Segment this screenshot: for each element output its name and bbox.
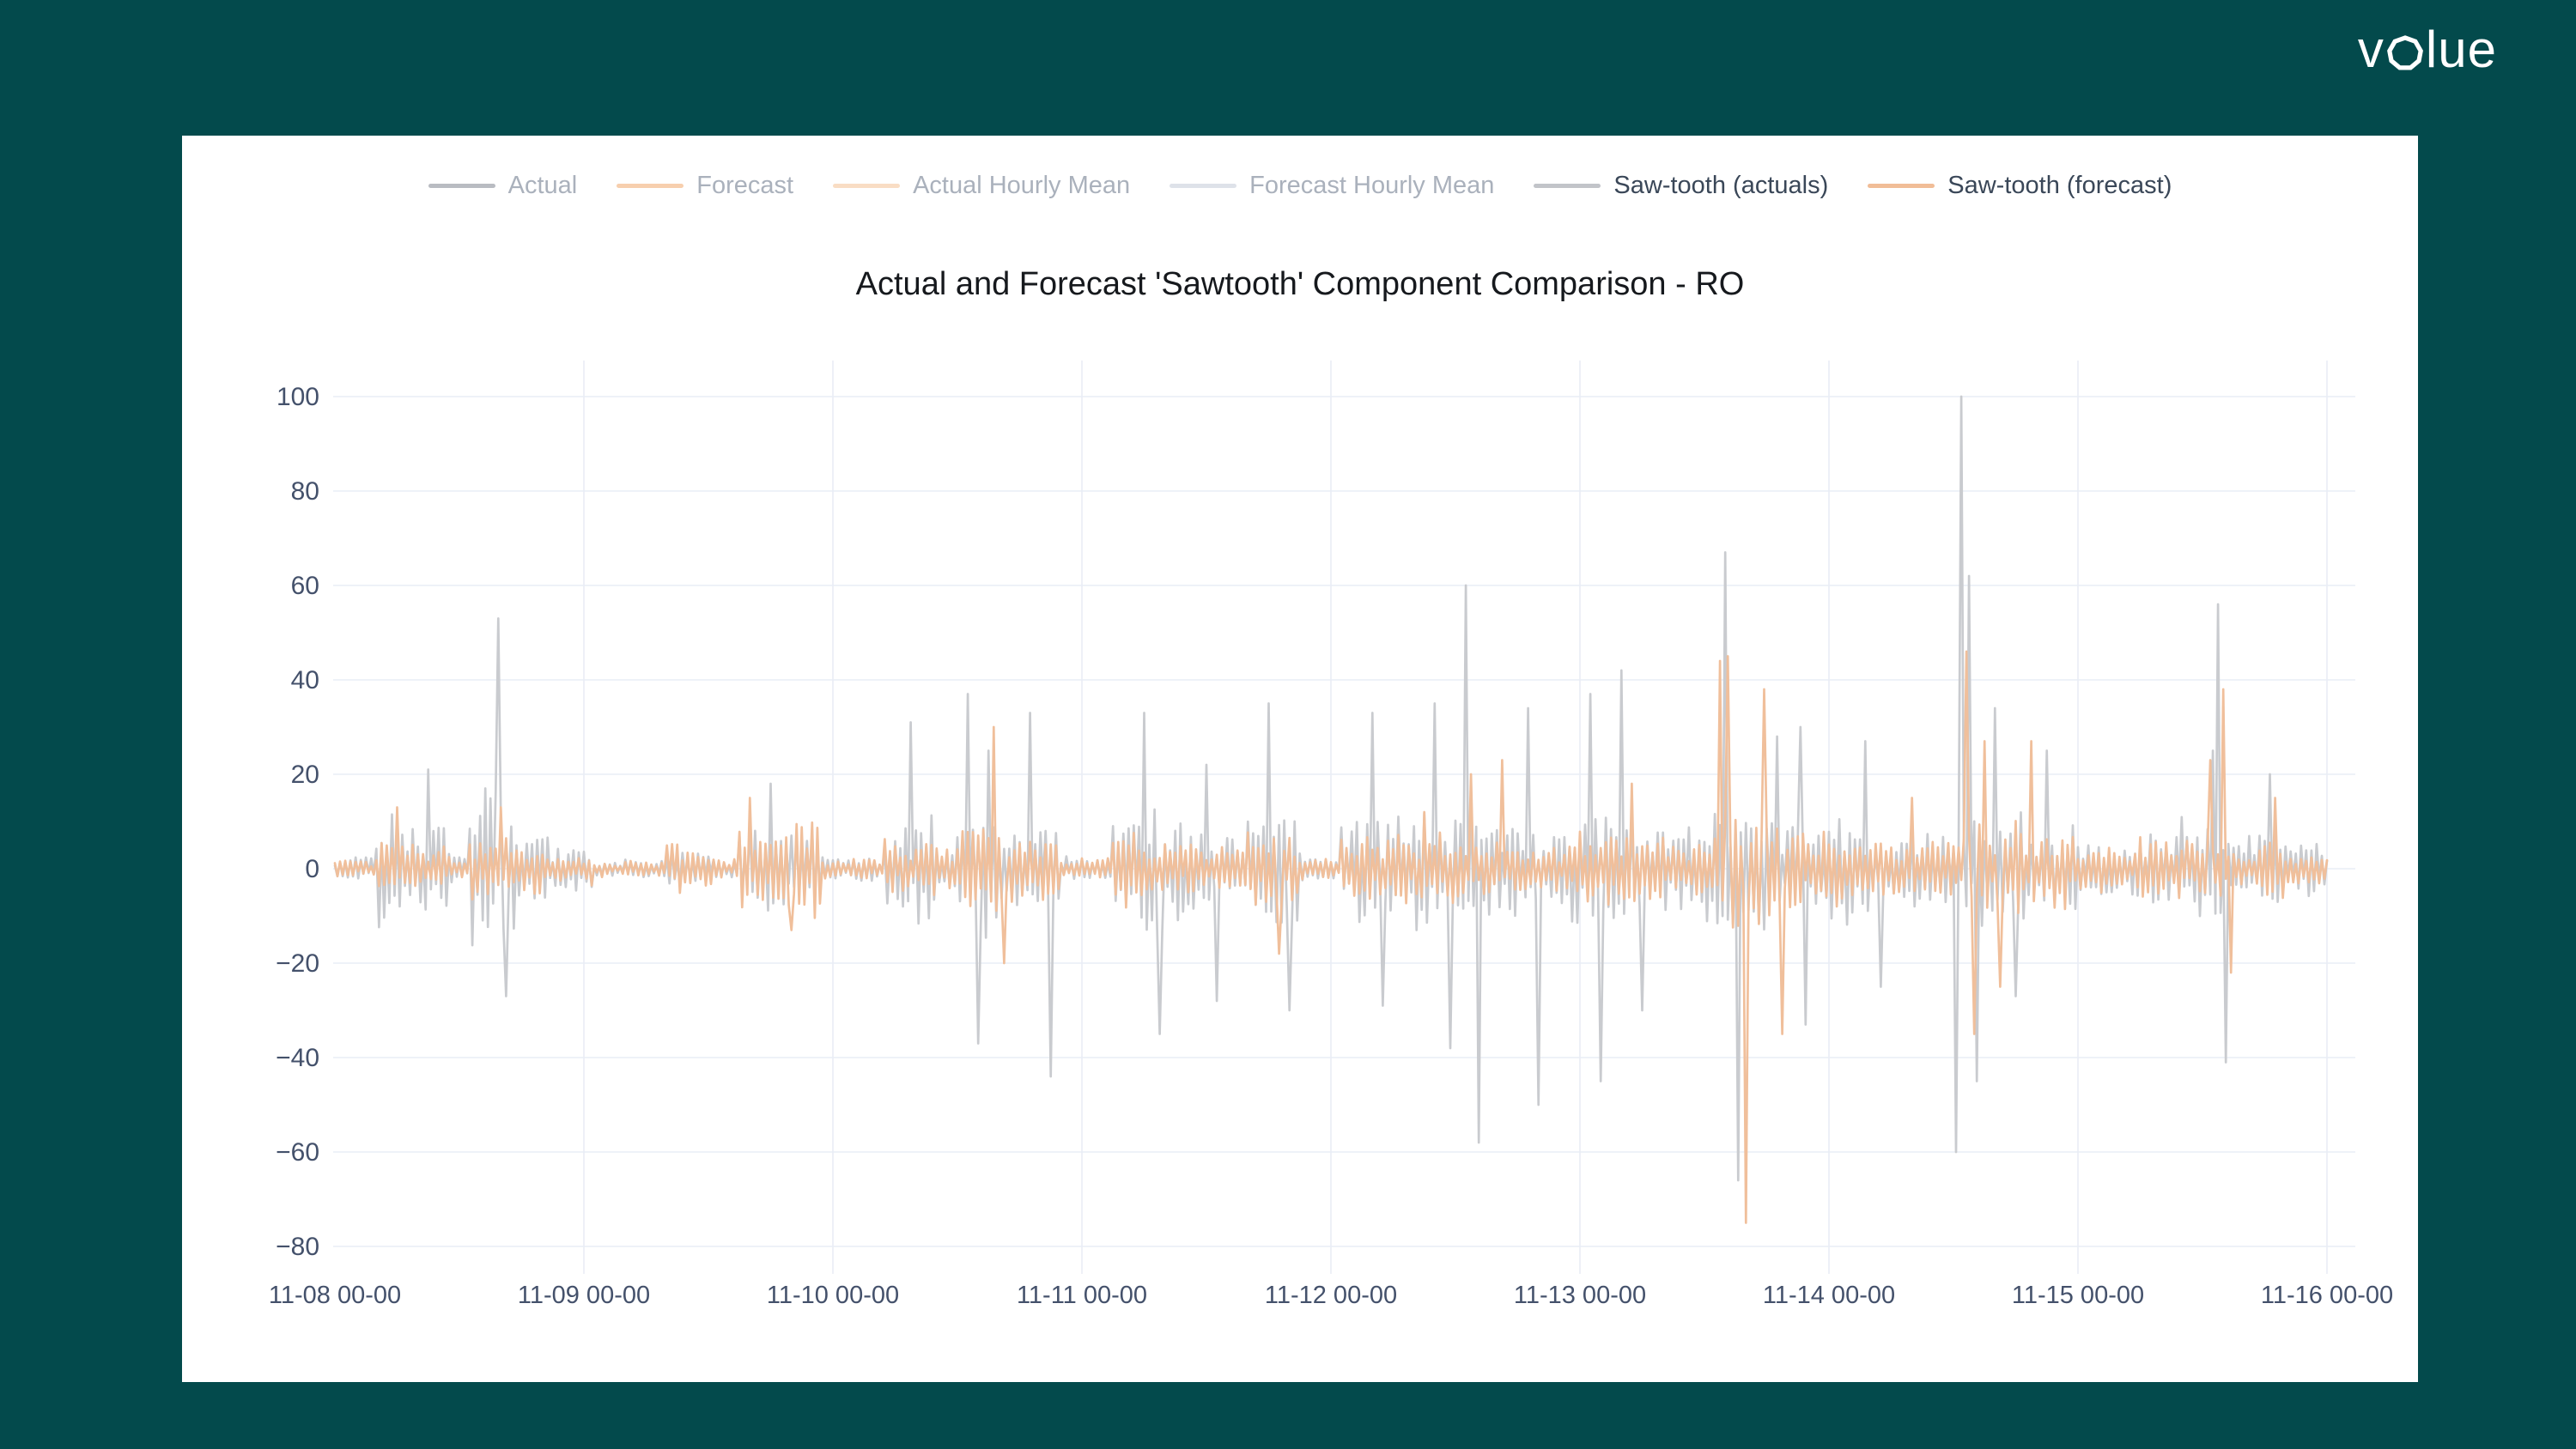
x-tick-label: 11-08 00-00	[269, 1282, 401, 1309]
legend-swatch-sawtooth-actuals	[1534, 184, 1601, 188]
legend-swatch-forecast	[617, 184, 684, 188]
y-tick-label: −40	[276, 1044, 319, 1072]
x-tick-label: 11-14 00-00	[1763, 1282, 1895, 1309]
logo-text-pre: v	[2357, 21, 2385, 78]
y-tick-label: 80	[291, 477, 319, 506]
series-sawtooth-forecast	[333, 650, 2329, 1224]
axis-tick-labels: 100 80 60 40 20 0 −20 −40 −60 −80 11-08 00-00 11-09…	[269, 383, 2393, 1309]
x-tick-label: 11-13 00-00	[1514, 1282, 1646, 1309]
x-tick-label: 11-10 00-00	[767, 1282, 899, 1309]
legend-swatch-sawtooth-forecast	[1868, 184, 1935, 188]
volue-logo: v lue	[2358, 24, 2497, 84]
x-tick-label: 11-09 00-00	[518, 1282, 650, 1309]
y-tick-label: −80	[276, 1233, 319, 1261]
legend-swatch-actual-hourly-mean	[833, 184, 901, 188]
y-tick-label: −20	[276, 949, 319, 978]
x-tick-label: 11-16 00-00	[2261, 1282, 2393, 1309]
y-tick-label: 40	[291, 666, 319, 694]
chart-canvas[interactable]: 100 80 60 40 20 0 −20 −40 −60 −80 11-08 00-00 11-09…	[182, 136, 2418, 1382]
legend-label: Saw-tooth (actuals)	[1613, 172, 1829, 199]
legend-item-sawtooth-forecast[interactable]: Saw-tooth (forecast)	[1868, 172, 2172, 200]
logo-text-post: lue	[2425, 21, 2497, 78]
x-tick-label: 11-15 00-00	[2012, 1282, 2144, 1309]
x-tick-label: 11-11 00-00	[1017, 1282, 1147, 1309]
legend-label: Forecast Hourly Mean	[1249, 172, 1495, 199]
legend-label: Actual Hourly Mean	[913, 172, 1131, 199]
chart-card: Actual Forecast Actual Hourly Mean Forec…	[182, 136, 2418, 1382]
y-tick-label: −60	[276, 1138, 319, 1167]
y-tick-label: 0	[305, 855, 319, 883]
legend-item-forecast-hourly-mean[interactable]: Forecast Hourly Mean	[1170, 172, 1494, 200]
legend: Actual Forecast Actual Hourly Mean Forec…	[182, 172, 2418, 200]
chart-title: Actual and Forecast 'Sawtooth' Component…	[855, 266, 1745, 302]
legend-swatch-actual	[428, 184, 495, 188]
legend-label: Saw-tooth (forecast)	[1947, 172, 2172, 199]
legend-item-actual[interactable]: Actual	[428, 172, 578, 200]
legend-item-sawtooth-actuals[interactable]: Saw-tooth (actuals)	[1534, 172, 1828, 200]
legend-label: Forecast	[696, 172, 794, 199]
x-tick-label: 11-12 00-00	[1265, 1282, 1397, 1309]
legend-item-forecast[interactable]: Forecast	[617, 172, 793, 200]
legend-label: Actual	[507, 172, 578, 199]
y-tick-label: 20	[291, 761, 319, 789]
y-tick-label: 60	[291, 572, 319, 600]
legend-item-actual-hourly-mean[interactable]: Actual Hourly Mean	[833, 172, 1130, 200]
gridlines	[333, 361, 2355, 1274]
y-tick-label: 100	[276, 383, 319, 411]
nonagon-o-icon	[2385, 24, 2425, 84]
legend-swatch-forecast-hourly-mean	[1170, 184, 1237, 188]
